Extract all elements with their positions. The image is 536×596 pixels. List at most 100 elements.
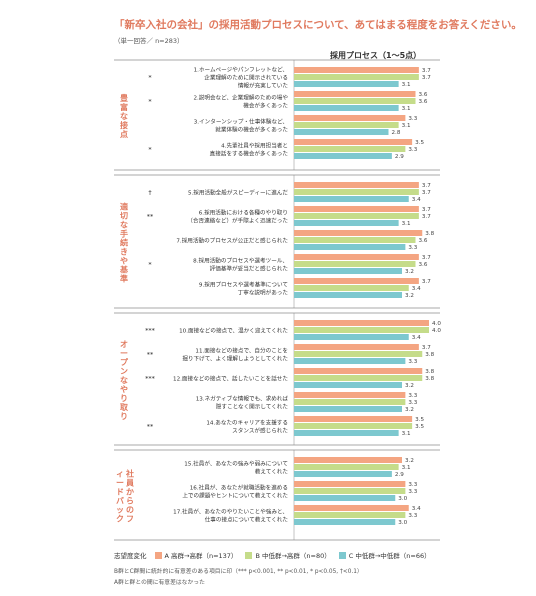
bar-a: [294, 182, 419, 188]
bar-c: [294, 358, 406, 364]
data-label: 3.3: [408, 513, 417, 519]
bar-b: [294, 464, 399, 470]
data-label: 3.7: [422, 75, 431, 81]
bar-a: [294, 115, 406, 121]
bar-a: [294, 481, 406, 487]
bar-c: [294, 334, 409, 340]
legend-swatch-a: [154, 551, 162, 559]
bar-a: [294, 91, 416, 97]
data-label: 3.3: [408, 482, 417, 488]
group-label: オープンなやり取り: [120, 340, 129, 421]
data-label: 3.3: [408, 393, 417, 399]
data-label: 3.5: [415, 417, 424, 423]
item-label: 隠すことなく開示してくれた: [216, 403, 289, 411]
bar-c: [294, 153, 392, 159]
bar-c: [294, 244, 406, 250]
legend-text-b: B 中低群→高群（n=80）: [255, 552, 331, 560]
data-label: 3.1: [402, 465, 411, 471]
item-label: （合否連絡など）が手際よく迅速だった: [187, 217, 288, 225]
bar-a: [294, 344, 419, 350]
item-label: 1.ホームページやパンフレットなど、: [194, 66, 288, 74]
bar-a: [294, 206, 419, 212]
data-label: 3.6: [419, 238, 428, 244]
item-label: 8.採用活動のプロセスや選考ツール、: [193, 257, 288, 265]
bar-a: [294, 392, 406, 398]
data-label: 3.5: [415, 424, 424, 430]
data-label: 3.2: [405, 269, 414, 275]
data-label: 3.3: [408, 147, 417, 153]
bar-b: [294, 237, 416, 243]
bar-b: [294, 327, 429, 333]
note-1: B群とC群間に統計的に有意差のある項目に印（*** p<0.001, ** p<…: [114, 569, 363, 575]
item-label: 10.面接などの接点で、温かく迎えてくれた: [179, 327, 288, 335]
data-label: 3.7: [422, 68, 431, 74]
item-label: 15.社員が、あなたの強みや弱みについて: [184, 460, 288, 468]
bar-b: [294, 399, 406, 405]
data-label: 3.7: [422, 279, 431, 285]
bar-c: [294, 105, 399, 111]
data-label: 3.3: [408, 359, 417, 365]
item-label: 評価基準が妥当だと感じられた: [210, 265, 289, 273]
item-label: 14.あなたのキャリアを支援する: [206, 419, 288, 427]
significance-mark: ***: [145, 327, 156, 335]
data-label: 3.0: [398, 520, 407, 526]
legend-label: 志望度変化: [114, 552, 147, 560]
bar-b: [294, 213, 419, 219]
axis-title: 採用プロセス（1〜5点）: [330, 51, 422, 60]
bar-c: [294, 406, 402, 412]
data-label: 3.4: [412, 335, 421, 341]
data-label: 3.4: [412, 506, 421, 512]
bar-a: [294, 320, 429, 326]
item-label: 丁寧な説明があった: [238, 289, 289, 297]
legend-text-a: A 高群→高群（n=137）: [164, 552, 238, 560]
significance-mark: **: [147, 213, 154, 221]
bar-c: [294, 292, 402, 298]
group-label: 豊富な接点: [120, 93, 128, 139]
item-label: 企業理解のために開示されている: [204, 74, 288, 82]
bar-b: [294, 74, 419, 80]
bar-c: [294, 268, 402, 274]
data-label: 4.0: [432, 328, 441, 334]
data-label: 3.2: [405, 458, 414, 464]
group-label: 社員からのフ: [125, 469, 134, 524]
legend-swatch-c: [338, 551, 346, 559]
item-label: 6.採用活動における各種のやり取り: [199, 209, 288, 217]
bar-a: [294, 230, 423, 236]
significance-mark: ***: [145, 375, 156, 383]
data-label: 2.9: [395, 472, 404, 478]
bar-b: [294, 98, 416, 104]
bar-b: [294, 375, 423, 381]
data-label: 2.8: [392, 130, 401, 136]
bar-c: [294, 430, 399, 436]
data-label: 3.1: [402, 431, 411, 437]
bar-c: [294, 471, 392, 477]
bar-b: [294, 189, 419, 195]
significance-mark: **: [147, 351, 154, 359]
item-label: 掘り下げて、よく理解しようとしてくれた: [182, 355, 288, 363]
bar-a: [294, 457, 402, 463]
significance-mark: *: [148, 98, 152, 106]
data-label: 3.3: [408, 245, 417, 251]
data-label: 3.1: [402, 106, 411, 112]
data-label: 3.6: [419, 99, 428, 105]
data-label: 2.9: [395, 154, 404, 160]
legend-text-c: C 中低群→中低群（n=66）: [348, 552, 431, 560]
data-label: 3.8: [425, 376, 434, 382]
data-label: 3.7: [422, 255, 431, 261]
data-label: 3.3: [408, 116, 417, 122]
item-label: 機会が多くあった: [243, 102, 288, 110]
bar-c: [294, 495, 396, 501]
bar-b: [294, 122, 399, 128]
data-label: 3.4: [412, 197, 421, 203]
item-label: 2.説明会など、企業理解のための場や: [193, 94, 288, 102]
item-label: 直接話をする機会が多くあった: [210, 150, 289, 158]
item-label: 情報が充実していた: [238, 82, 289, 90]
item-label: 就業体験の機会が多くあった: [215, 126, 288, 134]
item-label: 3.インターンシップ・仕事体験など、: [194, 118, 288, 126]
data-label: 3.5: [415, 140, 424, 146]
bar-b: [294, 512, 406, 518]
note-2: A群と群との間に有意差はなかった: [114, 580, 205, 586]
data-label: 3.7: [422, 345, 431, 351]
chart-subtitle: （単一回答／ n=283）: [114, 37, 184, 45]
